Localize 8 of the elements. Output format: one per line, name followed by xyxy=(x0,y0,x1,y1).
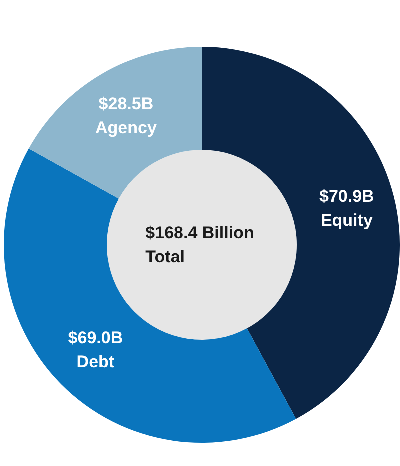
data-label: $69.0B xyxy=(68,328,124,348)
slice-label: Equity xyxy=(320,210,374,230)
slice-label: Debt xyxy=(76,352,115,372)
data-label: $28.5B xyxy=(98,94,154,114)
slice-label: Agency xyxy=(95,118,158,138)
data-label: $70.9B xyxy=(320,186,374,206)
text: Total xyxy=(146,248,186,266)
text: $168.4 Billion xyxy=(146,224,254,242)
